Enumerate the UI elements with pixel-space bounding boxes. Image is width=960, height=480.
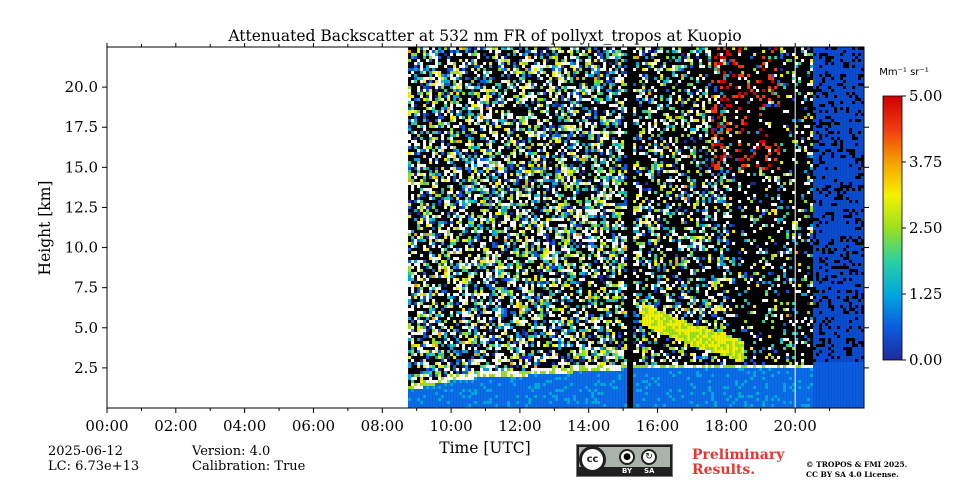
colorbar-unit: Mm⁻¹ sr⁻¹	[879, 67, 928, 78]
x-axis-label: Time [UTC]	[439, 439, 530, 457]
y-tick-label: 2.5	[74, 359, 98, 377]
colorbar-tick-label: 1.25	[909, 285, 942, 303]
cc-logo-icon: cc	[579, 446, 606, 473]
x-tick-label: 12:00	[498, 417, 541, 435]
y-tick-label: 20.0	[65, 78, 98, 96]
cc-license-badge: cc ● ↻ BY SA	[576, 444, 673, 477]
colorbar-tick-label: 0.00	[909, 351, 942, 369]
x-tick-label: 00:00	[85, 417, 128, 435]
y-axis: 2.5 5.0 7.5 10.0 12.5 15.0 17.5 20.0	[65, 78, 869, 377]
x-tick-label: 08:00	[361, 417, 404, 435]
cc-sa-label: SA	[644, 467, 655, 475]
x-tick-label: 04:00	[223, 417, 266, 435]
attribution-icon: ●	[619, 449, 635, 465]
preliminary-line2: Results.	[692, 462, 756, 478]
footer-lc: LC: 6.73e+13	[48, 459, 140, 474]
x-tick-label: 20:00	[774, 417, 817, 435]
backscatter-field	[408, 47, 864, 408]
footer-version: Version: 4.0	[192, 444, 271, 459]
y-tick-label: 12.5	[65, 198, 98, 216]
copyright-line1: © TROPOS & FMI 2025.	[806, 460, 908, 469]
colorbar: Mm⁻¹ sr⁻¹ 0.00 1.25 2.50 3.75 5.00	[879, 67, 942, 369]
x-tick-label: 10:00	[429, 417, 472, 435]
footer-date: 2025-06-12	[48, 444, 123, 459]
preliminary-notice: Preliminary Results.	[692, 448, 784, 478]
x-tick-label: 06:00	[292, 417, 335, 435]
copyright-line2: CC BY SA 4.0 License.	[806, 470, 899, 479]
x-axis: 00:00 02:00 04:00 06:00 08:00 10:00 12:00 14:00…	[85, 43, 831, 435]
x-tick-label: 18:00	[705, 417, 748, 435]
colorbar-tick-label: 2.50	[909, 219, 942, 237]
y-tick-label: 10.0	[65, 239, 98, 257]
x-tick-label: 02:00	[154, 417, 197, 435]
colorbar-tick-label: 5.00	[909, 87, 942, 105]
y-tick-label: 17.5	[65, 118, 98, 136]
plot-area	[408, 47, 864, 408]
colorbar-gradient	[882, 95, 903, 361]
x-tick-label: 14:00	[567, 417, 610, 435]
chart-title: Attenuated Backscatter at 532 nm FR of p…	[227, 27, 741, 45]
colorbar-tick-label: 3.75	[909, 153, 942, 171]
copyright-notice: © TROPOS & FMI 2025. CC BY SA 4.0 Licens…	[806, 460, 907, 480]
y-axis-label: Height [km]	[36, 181, 54, 276]
y-tick-label: 5.0	[74, 319, 98, 337]
share-alike-icon: ↻	[641, 449, 657, 465]
preliminary-line1: Preliminary	[692, 447, 785, 463]
x-tick-label: 16:00	[636, 417, 679, 435]
y-tick-label: 15.0	[65, 158, 98, 176]
y-tick-label: 7.5	[74, 279, 98, 297]
cc-by-label: BY	[622, 467, 633, 475]
footer-calibration: Calibration: True	[192, 459, 306, 474]
